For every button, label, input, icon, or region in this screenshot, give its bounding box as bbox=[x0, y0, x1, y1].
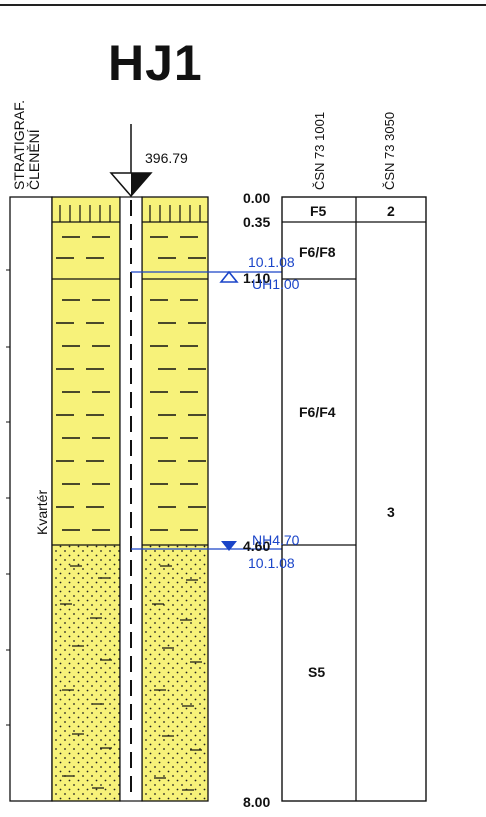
water-lower-label: NH4.70 bbox=[252, 532, 300, 548]
stratigraphy-unit-label: Kvartér bbox=[34, 489, 50, 535]
depth-label-1: 0.35 bbox=[243, 214, 271, 230]
layer-f5-left bbox=[52, 197, 120, 279]
water-fall-icon bbox=[221, 541, 237, 551]
water-upper-label: UH1.00 bbox=[252, 276, 300, 292]
layer-s5-right bbox=[142, 545, 208, 801]
layer-f5-right bbox=[142, 197, 208, 279]
water-lower-date: 10.1.08 bbox=[248, 555, 295, 571]
borehole-title: HJ1 bbox=[108, 35, 203, 91]
water-rise-icon bbox=[219, 270, 239, 283]
layer-s5-left bbox=[52, 545, 120, 801]
water-upper-date: 10.1.08 bbox=[248, 254, 295, 270]
depth-label-0: 0.00 bbox=[243, 190, 271, 206]
class-1001-f6f4: F6/F4 bbox=[299, 404, 336, 420]
top-border bbox=[0, 4, 486, 6]
depth-label-2: 1.10 bbox=[243, 270, 271, 286]
class-3050-3: 3 bbox=[387, 504, 395, 520]
classification-table bbox=[281, 196, 427, 802]
layer-f6-right bbox=[142, 279, 208, 545]
elevation-label: 396.79 bbox=[145, 150, 188, 166]
class-1001-f5: F5 bbox=[310, 203, 327, 219]
class-3050-2: 2 bbox=[387, 203, 395, 219]
elevation-triangle-fill bbox=[131, 173, 151, 196]
class-1001-s5: S5 bbox=[308, 664, 326, 680]
class-1001-f6f8: F6/F8 bbox=[299, 244, 336, 260]
depth-label-3: 4.60 bbox=[243, 538, 271, 554]
layer-f6-left bbox=[52, 279, 120, 545]
depth-label-4: 8.00 bbox=[243, 794, 271, 810]
